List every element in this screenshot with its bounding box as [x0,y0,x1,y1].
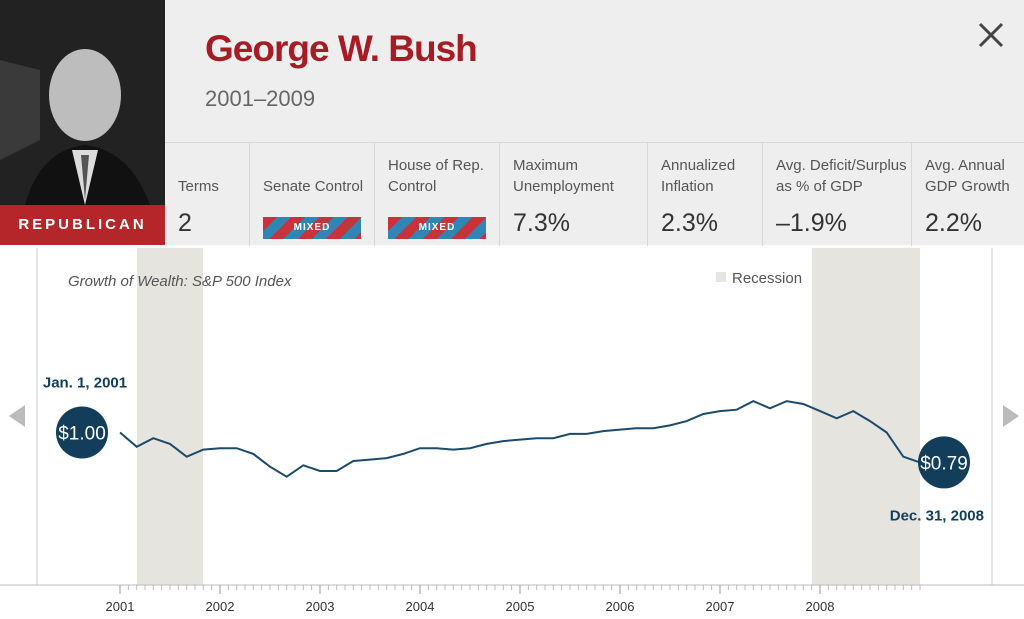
x-tick-label: 2002 [206,599,235,614]
x-tick-label: 2005 [506,599,535,614]
chart-title: Growth of Wealth: S&P 500 Index [68,273,292,290]
line [119,399,921,478]
stat-value: 2.2% [925,209,982,237]
stat-label: House of Rep. Control [388,157,484,195]
stat-label: Avg. Annual GDP Growth [925,157,1010,195]
stat: Avg. Annual GDP Growth 2.2% [912,143,1024,246]
prev-arrow[interactable] [9,405,25,427]
x-tick-label: 2004 [406,599,435,614]
stat-label: Senate Control [263,178,364,195]
portrait [0,0,165,245]
stat: Terms 2 [165,143,250,246]
x-tick-label: 2006 [606,599,635,614]
term-years: 2001–2009 [205,86,316,111]
stat-label: Terms [178,178,219,195]
x-tick-label: 2003 [306,599,335,614]
end-value-label: $0.79 [920,453,968,474]
stat: Senate Control MIXED [250,143,375,246]
x-tick-label: 2001 [106,599,135,614]
legend-swatch [716,272,726,282]
start-date: Jan. 1, 2001 [43,375,127,392]
end-bubble [918,436,970,489]
president-name: George W. Bush [205,28,478,69]
stat: Avg. Deficit/Surplus as % of GDP –1.9% [763,143,912,246]
start-bubble [56,406,108,459]
stat-value: 7.3% [513,209,570,237]
stat: Maximum Unemployment 7.3% [500,143,648,246]
stat: House of Rep. Control MIXED [375,143,500,246]
recession-band [137,248,203,585]
x-tick-label: 2008 [806,599,835,614]
header: REPUBLICAN George W. Bush 2001–2009 Term… [0,0,1024,246]
mixed-badge: MIXED [263,217,361,239]
stat-value: 2.3% [661,209,718,237]
stat-value: 2 [178,209,192,237]
stats-row: Terms 2 Senate Control MIXED House of Rep. C… [165,142,1024,246]
stat-label: Annualized Inflation [661,157,736,195]
end-date: Dec. 31, 2008 [890,507,984,524]
stat: Annualized Inflation 2.3% [648,143,763,246]
recession-band [812,248,920,585]
stat-value: –1.9% [776,209,847,237]
stat-label: Maximum Unemployment [513,157,614,195]
party-label: REPUBLICAN [0,205,165,245]
mixed-badge: MIXED [388,217,486,239]
legend-label: Recession [732,270,802,287]
close-button[interactable] [976,20,1006,50]
next-arrow[interactable] [1003,405,1019,427]
x-tick-label: 2007 [706,599,735,614]
portrait-image [0,0,165,205]
stat-label: Avg. Deficit/Surplus as % of GDP [776,157,907,195]
start-value-label: $1.00 [58,424,106,445]
